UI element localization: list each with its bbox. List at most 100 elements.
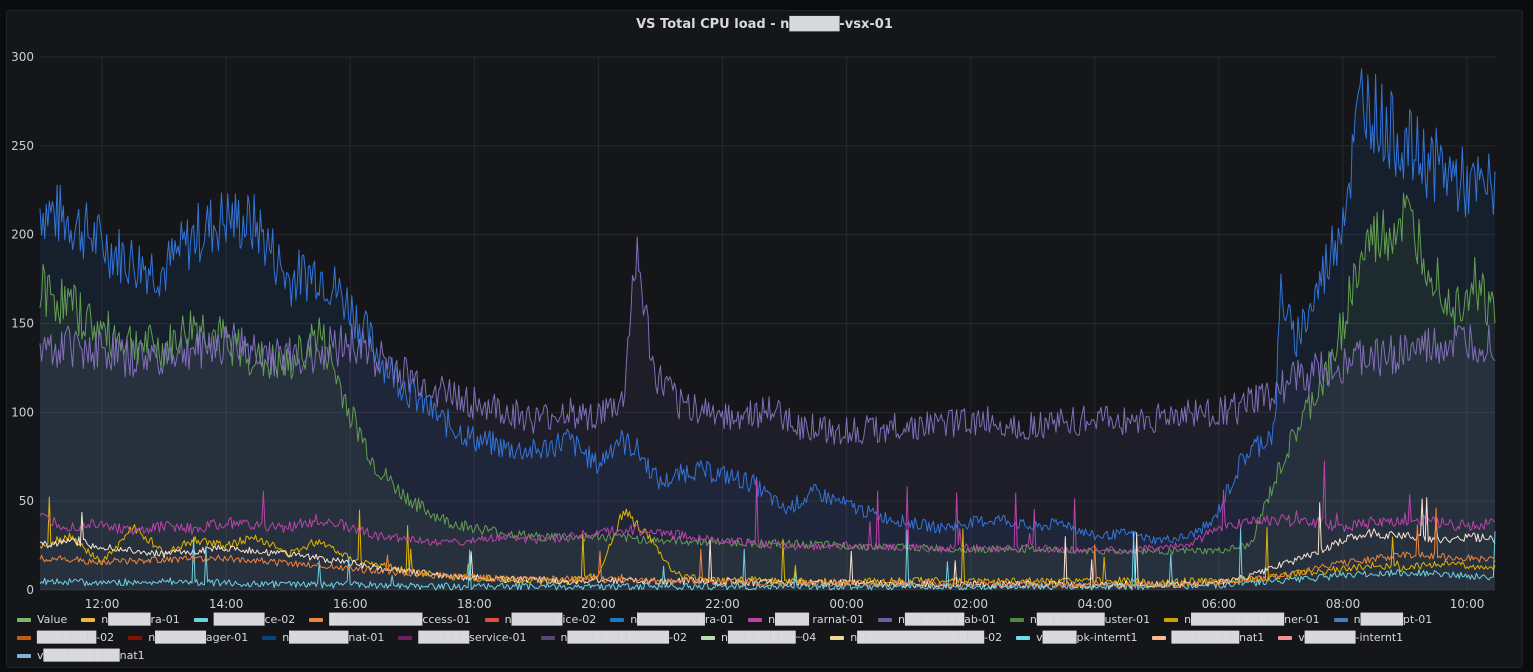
x-tick-label: 10:00 (1450, 597, 1485, 611)
series-line-light-blue (39, 528, 1496, 591)
legend-label: n███████████████-02 (850, 631, 1003, 644)
legend-swatch (309, 617, 324, 622)
legend-swatch (1016, 635, 1031, 640)
legend-label: n████████ra-01 (630, 613, 735, 626)
legend-swatch (262, 635, 277, 640)
legend-label: ███████████ccess-01 (329, 613, 471, 626)
legend-swatch (484, 617, 499, 622)
legend-label: ██████service-01 (418, 631, 527, 644)
legend-item[interactable]: v██████-internt1 (1278, 630, 1403, 645)
legend-label: v█████████nat1 (37, 649, 145, 662)
legend-swatch (830, 635, 845, 640)
x-tick-label: 22:00 (705, 597, 740, 611)
grid (40, 56, 1495, 591)
legend-item[interactable]: n████████┈04 (700, 630, 816, 645)
y-axis: 0 50 100 150 200 250 300 (11, 50, 34, 597)
legend-item[interactable]: n█████pt-01 (1333, 612, 1433, 627)
legend-swatch (700, 635, 715, 640)
x-tick-label: 00:00 (829, 597, 864, 611)
legend-item[interactable]: n████████ra-01 (610, 612, 734, 627)
series-line-purple (39, 236, 1496, 445)
legend-swatch (128, 635, 143, 640)
chart-panel: VS Total CPU load - n█████-vsx-01 (6, 10, 1523, 668)
legend: Value n█████ra-01 ██████ce-02 ███████████cc… (17, 612, 1497, 663)
legend-label: n███████nat-01 (282, 631, 385, 644)
legend-swatch (1164, 617, 1179, 622)
legend-label: n████████████-02 (560, 631, 687, 644)
legend-item[interactable]: Value (17, 612, 67, 627)
legend-label: n█████ra-01 (101, 613, 180, 626)
legend-swatch (17, 617, 31, 622)
legend-item[interactable]: n███████████ner-01 (1164, 612, 1320, 627)
y-tick-label: 100 (11, 405, 34, 419)
series-line-blue (39, 68, 1496, 545)
x-tick-label: 06:00 (1202, 597, 1237, 611)
legend-item[interactable]: ███████-02 (17, 630, 114, 645)
legend-label: n███████████ner-01 (1184, 613, 1320, 626)
legend-label: n██████ager-01 (148, 631, 249, 644)
x-tick-label: 14:00 (209, 597, 244, 611)
y-tick-label: 250 (11, 139, 34, 153)
legend-item[interactable]: v████pk-internt1 (1016, 630, 1138, 645)
legend-item[interactable]: ██████ce-02 (193, 612, 296, 627)
legend-item[interactable]: n███████nat-01 (262, 630, 384, 645)
series-areas (40, 68, 1495, 590)
legend-label: ███████-02 (37, 631, 115, 644)
x-axis: 12:00 14:00 16:00 18:00 20:00 22:00 00:00 02:00… (85, 597, 1485, 611)
x-tick-label: 08:00 (1326, 597, 1361, 611)
x-tick-label: 20:00 (581, 597, 616, 611)
x-tick-label: 18:00 (457, 597, 492, 611)
legend-label: v██████-internt1 (1298, 631, 1404, 644)
legend-label: Value (37, 613, 68, 626)
legend-item[interactable]: n███████ab-01 (877, 612, 996, 627)
legend-swatch (748, 617, 763, 622)
x-tick-label: 12:00 (85, 597, 120, 611)
series-line-yellow (39, 496, 1496, 587)
legend-item[interactable]: ████████nat1 (1151, 630, 1265, 645)
legend-swatch (877, 617, 892, 622)
y-tick-label: 150 (11, 317, 34, 331)
y-tick-label: 200 (11, 228, 34, 242)
legend-swatch (81, 617, 96, 622)
legend-label: n█████pt-01 (1353, 613, 1433, 626)
legend-swatch (193, 617, 208, 622)
legend-swatch (1009, 617, 1024, 622)
panel-title[interactable]: VS Total CPU load - n█████-vsx-01 (636, 17, 893, 32)
legend-swatch (1333, 617, 1348, 622)
series-area-green (40, 193, 1495, 590)
legend-swatch (17, 653, 31, 658)
series-line-pink (39, 460, 1496, 555)
legend-swatch (1151, 635, 1166, 640)
legend-label: n████ rarnat-01 (768, 613, 864, 626)
y-tick-label: 50 (19, 494, 34, 508)
series-line-orange (39, 507, 1496, 589)
legend-item[interactable]: n████ rarnat-01 (748, 612, 864, 627)
legend-label: n██████ice-02 (504, 613, 597, 626)
legend-item[interactable]: ██████service-01 (398, 630, 527, 645)
legend-label: ██████ce-02 (213, 613, 296, 626)
legend-item[interactable]: n██████ager-01 (128, 630, 248, 645)
legend-item[interactable]: n█████ra-01 (81, 612, 180, 627)
legend-item[interactable]: ███████████ccess-01 (309, 612, 471, 627)
legend-label: n███████ab-01 (897, 613, 996, 626)
legend-item[interactable]: n████████████-02 (540, 630, 687, 645)
x-tick-label: 02:00 (953, 597, 988, 611)
series-line-cream (39, 497, 1496, 589)
legend-swatch (17, 635, 31, 640)
legend-item[interactable]: v█████████nat1 (17, 648, 145, 663)
series-area-blue (40, 68, 1495, 590)
legend-item[interactable]: n██████ice-02 (484, 612, 597, 627)
legend-swatch (398, 635, 413, 640)
x-tick-label: 16:00 (333, 597, 368, 611)
legend-swatch (540, 635, 555, 640)
legend-swatch (610, 617, 625, 622)
x-tick-label: 04:00 (1078, 597, 1113, 611)
series-area-purple (40, 236, 1495, 590)
y-tick-label: 300 (11, 50, 34, 64)
legend-label: ████████nat1 (1171, 631, 1265, 644)
y-tick-label: 0 (26, 583, 34, 597)
legend-label: n████████uster-01 (1029, 613, 1151, 626)
series-lines (39, 68, 1496, 591)
legend-item[interactable]: n███████████████-02 (830, 630, 1002, 645)
legend-item[interactable]: n████████uster-01 (1009, 612, 1151, 627)
